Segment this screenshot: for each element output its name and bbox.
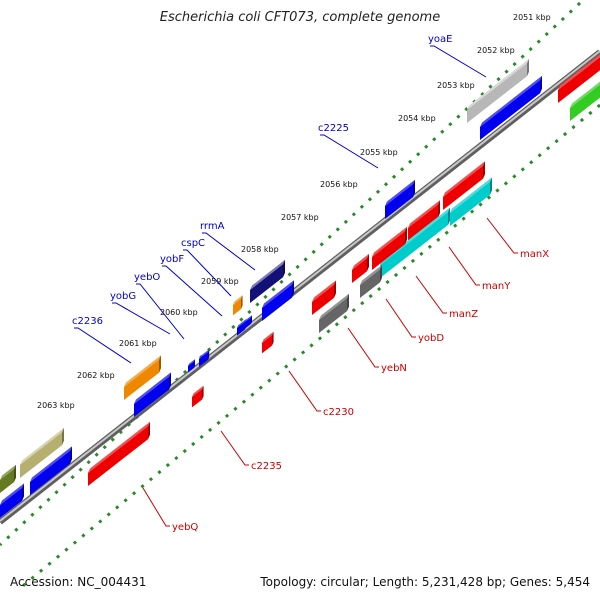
svg-text:yebQ: yebQ — [172, 522, 198, 533]
upper-dotted-line — [0, 1, 582, 547]
svg-text:yobF: yobF — [160, 254, 184, 265]
svg-text:rrmA: rrmA — [200, 221, 225, 232]
gene-label-yoae: yoaE — [428, 34, 487, 78]
gene-c2235 — [192, 385, 204, 408]
gene-c2225 — [385, 179, 415, 219]
svg-text:manY: manY — [482, 281, 511, 292]
gene-yobG — [124, 355, 161, 400]
gene-left-khaki — [20, 427, 64, 478]
gene-right-green — [570, 81, 600, 121]
scale-tick-7: 2058 kbp — [241, 245, 279, 254]
scale-tick-10: 2061 kbp — [119, 339, 157, 348]
gene-manX-cyan — [450, 177, 492, 226]
gene-left-olive — [0, 464, 16, 493]
scale-tick-11: 2062 kbp — [77, 371, 115, 380]
scale-tick-1: 2052 kbp — [477, 46, 515, 55]
gene-features — [0, 54, 600, 518]
svg-text:yebO: yebO — [134, 272, 160, 283]
svg-text:yobD: yobD — [418, 333, 444, 344]
gene-yoaE-grey — [467, 58, 529, 123]
gene-yobD — [360, 264, 382, 298]
scale-tick-12: 2063 kbp — [37, 401, 75, 410]
scale-tick-9: 2060 kbp — [160, 308, 198, 317]
gene-label-yobg: yobG — [110, 291, 171, 335]
accession-text: Accession: NC_004431 — [10, 575, 147, 589]
svg-text:yebN: yebN — [381, 363, 407, 374]
gene-label-cspc: cspC — [181, 238, 232, 297]
gene-rrmA-dark — [250, 259, 285, 303]
svg-text:c2225: c2225 — [318, 123, 349, 134]
scale-tick-5: 2056 kbp — [320, 180, 358, 189]
gene-label-yebo: yebO — [134, 272, 185, 340]
gene-label-c2225: c2225 — [318, 123, 379, 169]
scale-tick-8: 2059 kbp — [201, 277, 239, 286]
svg-text:yobG: yobG — [110, 291, 136, 302]
gene-label-manx: manX — [486, 217, 549, 260]
svg-text:yoaE: yoaE — [428, 34, 452, 45]
gene-yobF-2 — [245, 315, 252, 329]
gene-label-c2236: c2236 — [72, 316, 132, 364]
svg-text:c2236: c2236 — [72, 316, 103, 327]
gene-yoaE-blue — [480, 75, 542, 140]
topology-text: Topology: circular; Length: 5,231,428 bp… — [260, 575, 590, 589]
gene-yobD-red — [352, 253, 369, 283]
gene-label-yebn: yebN — [347, 327, 407, 374]
gene-yebN-red — [312, 280, 336, 315]
gene-yobO-1 — [188, 359, 195, 373]
svg-text:manZ: manZ — [449, 309, 478, 320]
gene-label-yobd: yobD — [385, 298, 444, 344]
svg-text:c2230: c2230 — [323, 407, 354, 418]
scale-tick-6: 2057 kbp — [281, 213, 319, 222]
gene-yebQ — [88, 421, 150, 486]
gene-label-manz: manZ — [415, 275, 478, 320]
gene-manZ-cyan — [380, 207, 450, 278]
gene-left-blue-2 — [0, 483, 24, 518]
gene-rrmA-blue — [262, 280, 294, 321]
gene-manX-red — [443, 161, 485, 210]
genome-backbone — [0, 49, 600, 525]
gene-c2236 — [134, 372, 171, 417]
gene-manZ-red — [372, 226, 407, 270]
gene-right-red — [558, 54, 600, 103]
gene-yebN-grey — [319, 293, 349, 333]
lower-dotted-line — [17, 103, 600, 592]
gene-label-yobf: yobF — [160, 254, 223, 317]
scale-tick-3: 2054 kbp — [398, 114, 436, 123]
gene-cspC — [233, 295, 243, 316]
gene-manY-red — [408, 200, 440, 241]
scale-ticks: 2051 kbp 2052 kbp 2053 kbp 2054 kbp 2055 kbp… — [37, 13, 551, 410]
scale-tick-0: 2051 kbp — [513, 13, 551, 22]
gene-label-rrma: rrmA — [200, 221, 256, 271]
gene-yobO-2 — [199, 349, 210, 367]
map-title: Escherichia coli CFT073, complete genome — [159, 10, 441, 25]
svg-text:c2235: c2235 — [251, 461, 282, 472]
gene-c2230 — [262, 331, 274, 354]
gene-label-c2230: c2230 — [288, 370, 354, 418]
scale-tick-2: 2053 kbp — [437, 81, 475, 90]
backbone-line — [0, 49, 600, 525]
gene-label-c2235: c2235 — [220, 430, 282, 472]
gene-label-yebq: yebQ — [142, 487, 198, 533]
scale-tick-4: 2055 kbp — [360, 148, 398, 157]
svg-text:cspC: cspC — [181, 238, 205, 249]
gene-left-blue — [30, 446, 72, 495]
svg-text:manX: manX — [520, 249, 549, 260]
gene-label-many: manY — [448, 246, 511, 292]
